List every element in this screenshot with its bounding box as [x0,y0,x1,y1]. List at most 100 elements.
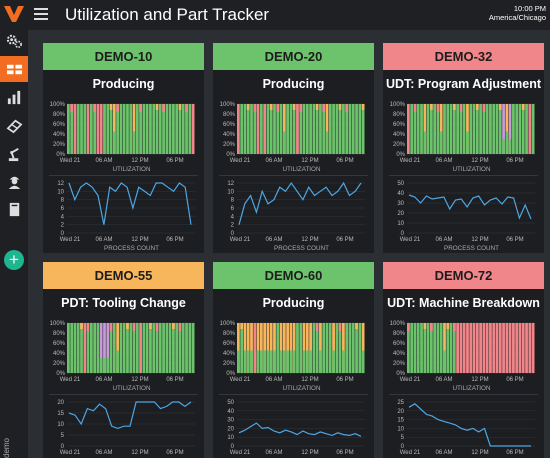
util-bar-segment [172,323,175,329]
util-bar-segment [99,358,103,373]
util-bar [116,323,120,373]
sidebar-item-dashboard[interactable] [0,56,28,82]
vorne-logo-icon[interactable] [4,6,24,22]
util-bar [512,104,515,154]
x-tick-label: 12 PM [471,377,488,383]
x-tick-label: 12 PM [301,450,318,456]
util-bar [358,323,362,373]
machine-card[interactable]: DEMO-10 Producing 100% 80% 60% 40% 20% 0% Wed 21… [43,43,204,253]
machine-card[interactable]: DEMO-32 UDT: Program Adjustment 100% 80% 60%… [383,43,544,253]
y-tick-label: 100% [220,321,236,327]
robot-arm-icon [8,147,19,161]
util-bar [469,104,473,154]
clock-time: 10:00 PM [513,4,546,13]
util-bar [433,104,437,154]
process-count-line [238,181,362,225]
utilization-chart: 100% 80% 60% 40% 20% 0%Wed 21 06 AM 12 PM 06 PM U… [220,321,365,392]
util-bar [449,104,453,154]
utilization-caption: UTILIZATION [282,385,320,392]
x-tick-label: 06 AM [265,158,282,164]
y-tick-label: 40% [53,351,66,357]
y-tick-label: 10 [227,189,234,195]
util-bar-segment [112,131,116,154]
util-bar [436,323,440,373]
x-tick-label: 12 PM [131,450,148,456]
util-bar [162,104,165,154]
utilization-caption: UTILIZATION [452,166,490,173]
machine-card[interactable]: DEMO-72 UDT: Machine Breakdown 100% 80% 60% 4… [383,262,544,458]
util-bar-segment [185,104,188,112]
sidebar-item-settings[interactable] [0,28,28,54]
util-bar [296,323,299,373]
util-bar [436,104,440,154]
y-tick-label: 60% [53,341,66,347]
util-bar [165,104,169,154]
util-bar [191,323,195,373]
y-tick-label: 80% [53,331,66,337]
util-bar [482,323,486,373]
x-tick-label: Wed 21 [400,450,421,456]
x-tick-label: Wed 21 [60,158,81,164]
add-button[interactable]: + [4,250,24,270]
y-tick-label: 0 [61,231,65,237]
util-bar-segment [259,350,263,373]
util-bar [489,323,492,373]
util-bar [498,323,502,373]
y-tick-label: 0 [231,444,235,450]
book-icon [9,202,19,216]
util-bar [413,323,417,373]
util-bar-segment [459,104,463,112]
process-count-line [408,403,531,447]
util-bar [240,104,244,154]
machine-card[interactable]: DEMO-55 PDT: Tooling Change 100% 80% 60% 40% 2… [43,262,204,458]
machine-card[interactable]: DEMO-20 Producing 100% 80% 60% 40% 20% 0% Wed 21… [213,43,374,253]
sidebar-item-operators[interactable] [0,168,28,194]
util-bar [76,104,80,154]
util-bar-segment [93,104,97,112]
util-bar [185,323,188,373]
y-tick-label: 20% [53,361,66,367]
util-bar [426,323,430,373]
util-bar [489,104,492,154]
util-bar [99,323,103,373]
machine-card[interactable]: DEMO-60 Producing 100% 80% 60% 40% 20% 0% Wed 21… [213,262,374,458]
y-tick-label: 0 [231,231,235,237]
util-bar-segment [429,104,433,110]
process-count-caption: PROCESS COUNT [444,245,499,252]
util-bar [351,323,355,373]
util-bar-segment [289,350,293,373]
util-bar-segment [86,323,90,331]
process-count-line [68,182,192,225]
y-tick-label: 40% [223,132,236,138]
util-bar [466,104,469,154]
sidebar-item-reports[interactable] [0,84,28,110]
x-tick-label: 12 PM [131,377,148,383]
util-bar [299,323,303,373]
y-tick-label: 80% [53,112,66,118]
util-bar-segment [361,350,365,373]
hamburger-menu-icon[interactable] [34,8,48,20]
util-bar [515,104,519,154]
y-tick-label: 20 [57,400,64,406]
util-bar [116,104,120,154]
y-tick-label: 8 [231,198,235,204]
x-tick-label: 06 PM [506,158,523,164]
utilization-chart: 100% 80% 60% 40% 20% 0%Wed 21 06 AM 12 PM 06 PM U… [50,321,195,392]
util-bar [142,323,146,373]
util-bar-segment [126,323,129,329]
x-tick-label: 12 PM [471,237,488,243]
util-bar-segment [345,104,349,112]
util-bar [168,323,172,373]
util-bar-segment [155,323,159,331]
sidebar-item-parts[interactable] [0,112,28,138]
sidebar-item-documents[interactable] [0,196,28,222]
y-tick-label: 15 [57,411,64,417]
sidebar-item-machines[interactable] [0,140,28,166]
util-bar [188,104,192,154]
x-tick-label: 12 PM [131,237,148,243]
y-tick-label: 60% [393,341,406,347]
machine-name: DEMO-72 [383,262,544,289]
util-bar [508,323,512,373]
util-bar [175,104,179,154]
